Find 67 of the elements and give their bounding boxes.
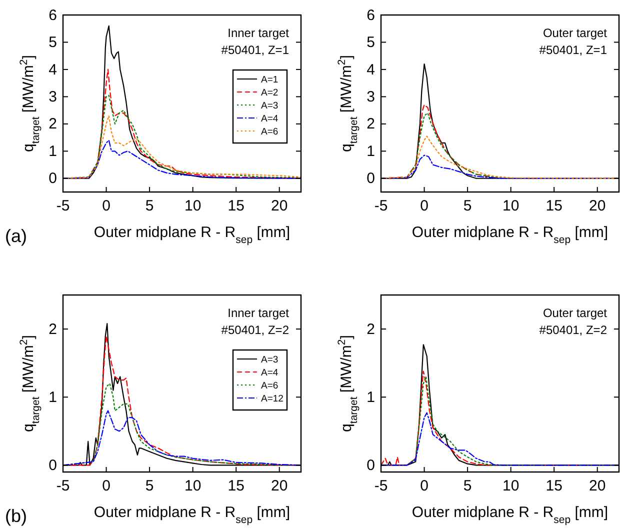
legend-label: A=3 xyxy=(261,100,278,112)
x-tick-label: 20 xyxy=(589,198,606,215)
x-tick-label: -5 xyxy=(56,478,70,495)
y-tick-label: 1 xyxy=(48,142,57,160)
x-axis-title: Outer midplane R - R$_{sep}$ [mm] xyxy=(412,504,608,526)
x-tick-label: 0 xyxy=(102,198,110,215)
x-tick-label: 5 xyxy=(145,478,154,495)
x-tick-label: 10 xyxy=(184,478,202,495)
y-tick-label: 1 xyxy=(366,388,375,406)
x-tick-label: 0 xyxy=(420,478,428,495)
y-tick-label: 2 xyxy=(48,320,57,338)
x-axis-title: Outer midplane R - R$_{sep}$ [mm] xyxy=(94,224,290,246)
y-tick-label: 0 xyxy=(48,170,57,188)
legend-label: A=4 xyxy=(261,368,278,378)
x-tick-label: 5 xyxy=(463,198,472,215)
x-tick-label: 20 xyxy=(271,198,288,215)
x-tick-label: 0 xyxy=(102,478,110,495)
x-axis-title: Outer midplane R - R$_{sep}$ [mm] xyxy=(412,224,608,246)
annotation: #50401, Z=1 xyxy=(221,43,290,57)
legend-label: A=2 xyxy=(261,88,278,98)
y-tick-label: 0 xyxy=(366,170,375,188)
y-tick-label: 4 xyxy=(366,61,375,78)
annotation: Inner target xyxy=(228,26,290,40)
annotation: #50401, Z=2 xyxy=(539,323,608,337)
y-tick-label: 6 xyxy=(366,6,375,24)
x-tick-label: -5 xyxy=(374,478,388,495)
x-axis-title: Outer midplane R - R$_{sep}$ [mm] xyxy=(94,504,290,526)
x-tick-label: -5 xyxy=(56,198,70,215)
annotation: Inner target xyxy=(228,306,290,320)
x-tick-label: 10 xyxy=(502,478,520,495)
y-tick-label: 2 xyxy=(366,320,375,338)
y-tick-label: 1 xyxy=(366,142,375,160)
y-tick-label: 0 xyxy=(366,456,375,474)
legend-label: A=4 xyxy=(261,114,278,124)
x-tick-label: -5 xyxy=(374,198,388,215)
legend-label: A=1 xyxy=(261,74,278,86)
text: (b) xyxy=(5,506,27,526)
x-tick-label: 10 xyxy=(184,198,202,215)
annotation: Outer target xyxy=(542,306,608,320)
x-tick-label: 5 xyxy=(145,198,154,215)
y-tick-label: 2 xyxy=(366,116,375,133)
x-tick-label: 20 xyxy=(589,478,606,495)
y-tick-label: 3 xyxy=(366,88,375,106)
x-tick-label: 10 xyxy=(502,198,520,215)
x-tick-label: 15 xyxy=(546,198,562,215)
y-tick-label: 0 xyxy=(48,456,57,474)
y-tick-label: 4 xyxy=(48,61,57,78)
x-tick-label: 15 xyxy=(228,198,244,215)
legend-label: A=12 xyxy=(261,394,284,404)
annotation: Outer target xyxy=(542,26,608,40)
y-tick-label: 1 xyxy=(48,388,57,406)
legend-label: A=3 xyxy=(261,354,278,366)
x-tick-label: 20 xyxy=(271,478,288,495)
y-tick-label: 6 xyxy=(48,6,57,24)
x-tick-label: 5 xyxy=(463,478,472,495)
text: (a) xyxy=(5,226,27,246)
legend-label: A=6 xyxy=(261,380,278,392)
y-tick-label: 3 xyxy=(48,88,57,106)
x-tick-label: 15 xyxy=(546,478,562,495)
annotation: #50401, Z=2 xyxy=(221,323,290,337)
y-tick-label: 5 xyxy=(366,34,375,52)
x-tick-label: 0 xyxy=(420,198,428,215)
legend-label: A=6 xyxy=(261,126,278,138)
annotation: #50401, Z=1 xyxy=(539,43,608,57)
x-tick-label: 15 xyxy=(228,478,244,495)
y-tick-label: 5 xyxy=(48,34,57,52)
y-tick-label: 2 xyxy=(48,116,57,133)
